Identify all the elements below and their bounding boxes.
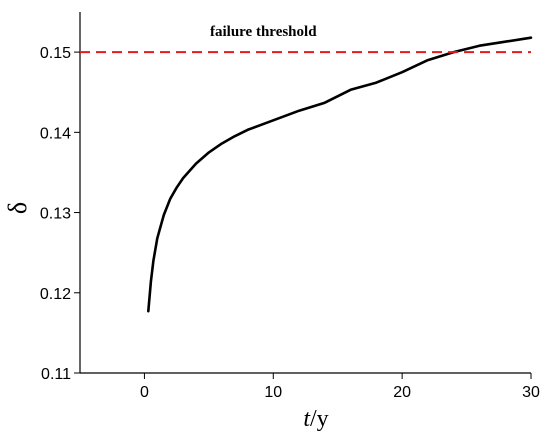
y-tick-label: 0.13 (40, 206, 71, 223)
series-line (147, 36, 533, 313)
y-tick-label: 0.11 (41, 366, 71, 383)
x-axis-title: t/y (303, 406, 328, 432)
series-layer (147, 36, 533, 313)
y-tick-label: 0.15 (40, 45, 71, 62)
plot-frame (79, 12, 531, 374)
x-tick-label: 20 (393, 384, 411, 401)
x-tick-label: 30 (522, 384, 540, 401)
x-axis-title-unit: /y (310, 406, 329, 432)
axis-ticks: 0 10 20 30 0.11 0.12 0.13 0.14 0.15 (40, 45, 540, 401)
x-tick-label: 10 (264, 384, 282, 401)
y-tick-label: 0.14 (40, 125, 71, 142)
threshold-label: failure threshold (210, 24, 317, 40)
y-tick-label: 0.12 (40, 286, 71, 303)
x-tick-label: 0 (140, 384, 149, 401)
y-axis-title: δ (3, 202, 32, 214)
x-axis-title-variable: t (303, 406, 311, 432)
